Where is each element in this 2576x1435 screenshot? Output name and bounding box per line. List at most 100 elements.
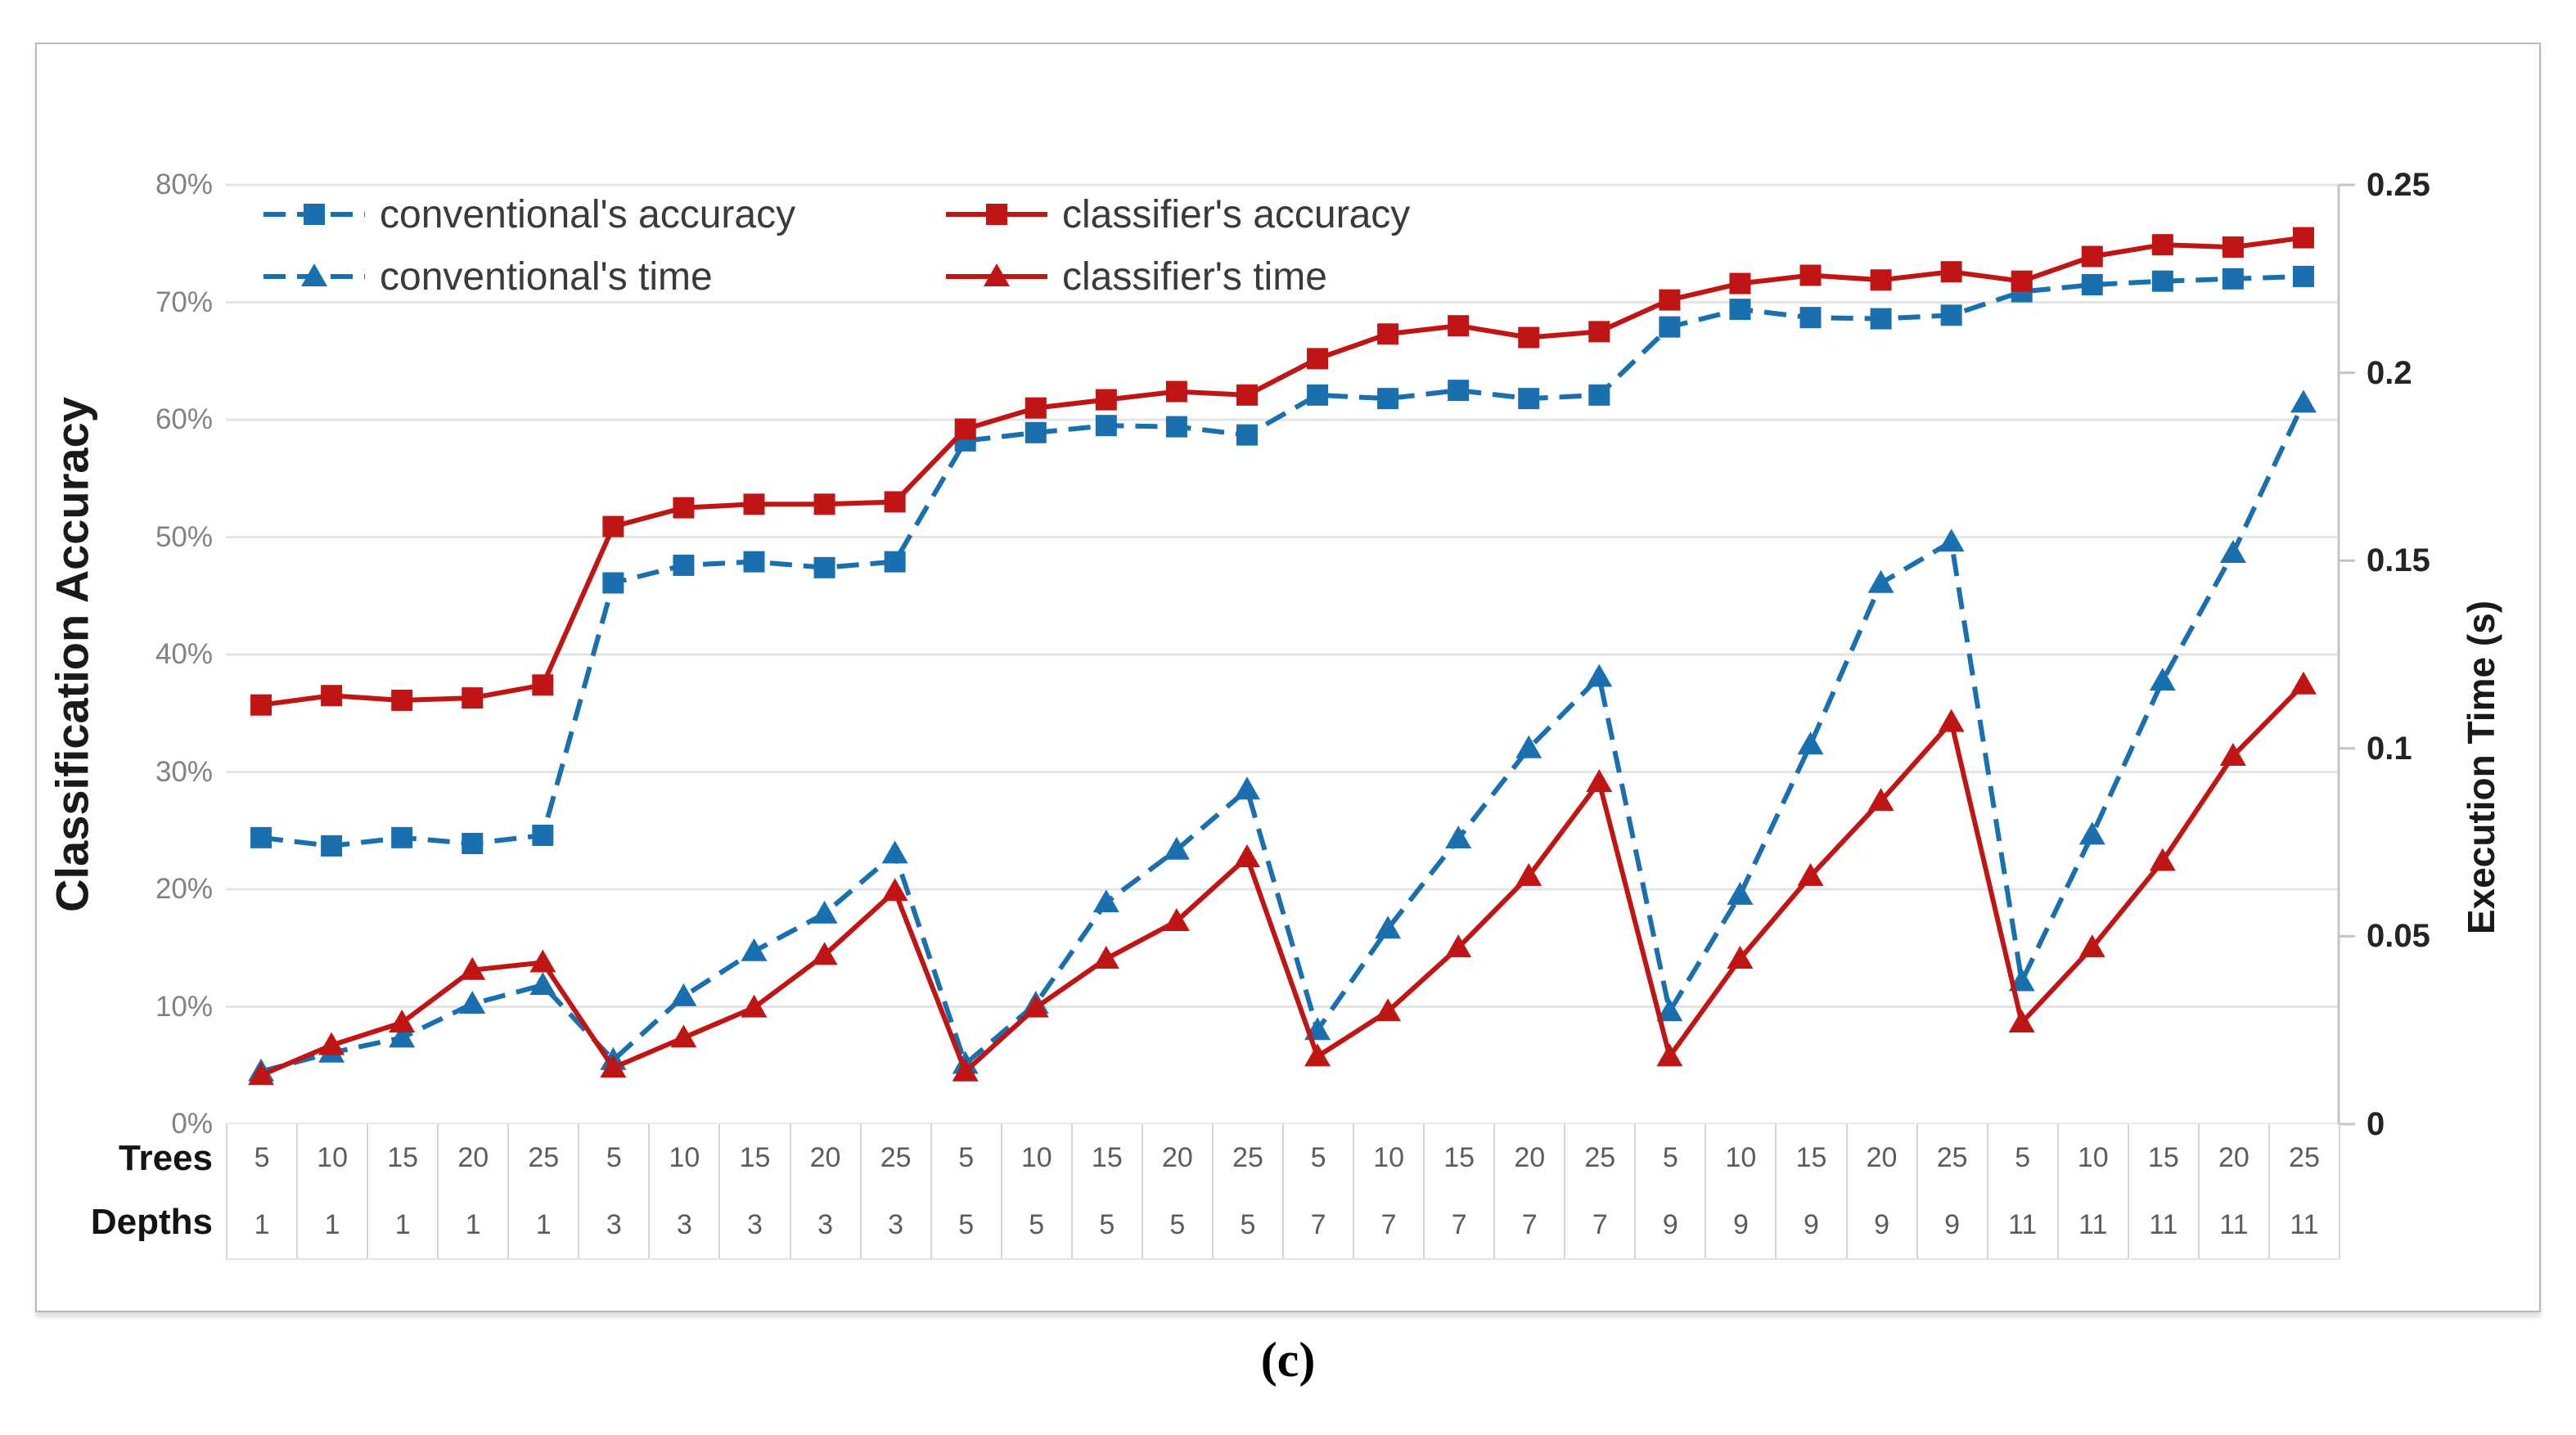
data-point-square — [1870, 308, 1892, 330]
depths-cell-value: 5 — [958, 1208, 975, 1240]
figure-caption: (c) — [1260, 1333, 1316, 1387]
legend-marker-triangle — [263, 263, 365, 286]
data-point-triangle — [1092, 889, 1119, 913]
y-left-tick-label: 60% — [155, 403, 213, 435]
trees-cell-value: 25 — [1232, 1141, 1263, 1173]
depths-cell-value: 3 — [606, 1208, 622, 1240]
data-point-triangle — [1445, 934, 1472, 958]
legend-square — [986, 204, 1007, 225]
x-header-trees: Trees — [119, 1138, 213, 1178]
data-point-square — [1799, 264, 1822, 286]
trees-cell-value: 5 — [1662, 1141, 1678, 1173]
depths-cell-value: 5 — [1169, 1208, 1186, 1240]
y-left-tick-label: 50% — [155, 520, 213, 553]
x-axis-cell: 10 5 — [1002, 1124, 1073, 1258]
data-point-square — [954, 418, 976, 440]
data-point-square — [391, 689, 413, 711]
data-point-triangle — [529, 972, 556, 996]
data-point-square — [1307, 348, 1329, 370]
legend-label: conventional's time — [380, 254, 713, 299]
depths-cell-value: 3 — [817, 1208, 834, 1240]
data-point-triangle — [1233, 776, 1260, 800]
data-point-square — [2222, 236, 2244, 259]
trees-cell-value: 5 — [1310, 1141, 1326, 1173]
data-point-square — [1095, 389, 1117, 411]
legend-item-classifier-s-accuracy: classifier's accuracy — [943, 188, 1410, 241]
depths-cell-value: 5 — [1240, 1208, 1256, 1240]
trees-cell-value: 20 — [1866, 1141, 1898, 1173]
data-point-square — [1165, 380, 1187, 403]
depths-cell-value: 3 — [676, 1208, 692, 1240]
data-point-triangle — [1727, 881, 1754, 905]
y-right-tick-label: 0.2 — [2367, 354, 2412, 391]
legend-label: classifier's time — [1062, 254, 1327, 299]
data-point-triangle — [1656, 1043, 1683, 1067]
y-right-tick-label: 0 — [2367, 1106, 2385, 1142]
depths-cell-value: 7 — [1310, 1208, 1326, 1240]
x-header-depths: Depths — [90, 1202, 213, 1242]
x-axis-cell: 20 9 — [1848, 1124, 1918, 1258]
x-axis-cell: 10 7 — [1354, 1124, 1425, 1258]
depths-cell-value: 3 — [888, 1208, 904, 1240]
y-right-tick-label: 0.1 — [2367, 730, 2412, 767]
trees-cell-value: 25 — [528, 1141, 560, 1173]
x-axis-cell: 20 11 — [2200, 1124, 2270, 1258]
data-point-triangle — [2219, 742, 2246, 766]
data-point-triangle — [670, 983, 697, 1006]
y-right-tick-label: 0.05 — [2367, 918, 2430, 955]
data-point-square — [1588, 321, 1610, 343]
x-axis-cell: 20 7 — [1495, 1124, 1566, 1258]
data-point-square — [462, 687, 484, 709]
legend-item-conventional-s-accuracy: conventional's accuracy — [260, 188, 795, 241]
y-right-tick-label: 0.15 — [2367, 542, 2430, 579]
data-point-triangle — [248, 1062, 275, 1086]
data-point-square — [462, 833, 484, 855]
data-point-triangle — [2290, 671, 2317, 695]
data-point-triangle — [1375, 915, 1402, 939]
trees-cell-value: 10 — [2077, 1141, 2109, 1173]
data-point-triangle — [1727, 945, 1754, 969]
y-left-tick-label: 10% — [155, 990, 213, 1023]
data-point-square — [1236, 424, 1258, 446]
data-point-square — [250, 694, 272, 716]
data-point-square — [884, 551, 906, 573]
trees-cell-value: 5 — [958, 1141, 975, 1173]
depths-cell-value: 1 — [254, 1208, 270, 1240]
trees-cell-value: 10 — [317, 1141, 348, 1173]
depths-cell-value: 1 — [324, 1208, 340, 1240]
trees-cell-value: 25 — [2289, 1141, 2320, 1173]
data-point-square — [1165, 416, 1187, 438]
depths-cell-value: 3 — [747, 1208, 763, 1240]
data-point-square — [673, 497, 695, 519]
trees-cell-value: 10 — [1373, 1141, 1404, 1173]
data-point-triangle — [670, 1024, 697, 1048]
data-point-square — [1659, 316, 1681, 338]
right-axis-title: Execution Time (s) — [2460, 600, 2502, 935]
data-point-square — [2081, 245, 2103, 268]
data-point-triangle — [1022, 994, 1049, 1018]
depths-cell-value: 11 — [2149, 1208, 2178, 1240]
x-axis-cell: 25 7 — [1565, 1124, 1637, 1258]
data-point-square — [2151, 234, 2173, 256]
data-point-square — [813, 556, 835, 578]
data-point-square — [2222, 268, 2244, 290]
data-point-square — [1307, 384, 1329, 406]
x-axis-cell: 20 3 — [791, 1124, 862, 1258]
x-axis-cell: 25 1 — [509, 1124, 580, 1258]
data-point-triangle — [881, 840, 908, 864]
data-point-triangle — [1375, 998, 1402, 1022]
data-point-square — [2011, 270, 2033, 292]
data-point-triangle — [2149, 668, 2176, 691]
y-left-tick-label: 30% — [155, 755, 213, 788]
data-point-triangle — [2008, 1010, 2035, 1033]
data-point-square — [532, 674, 554, 696]
trees-cell-value: 25 — [1584, 1141, 1616, 1173]
y-left-tick-label: 80% — [155, 169, 213, 200]
trees-cell-value: 15 — [1795, 1141, 1827, 1173]
series-line — [260, 273, 2304, 848]
depths-cell-value: 9 — [1874, 1208, 1890, 1240]
x-axis-cell: 25 5 — [1214, 1124, 1284, 1258]
legend-label: classifier's accuracy — [1062, 192, 1411, 236]
